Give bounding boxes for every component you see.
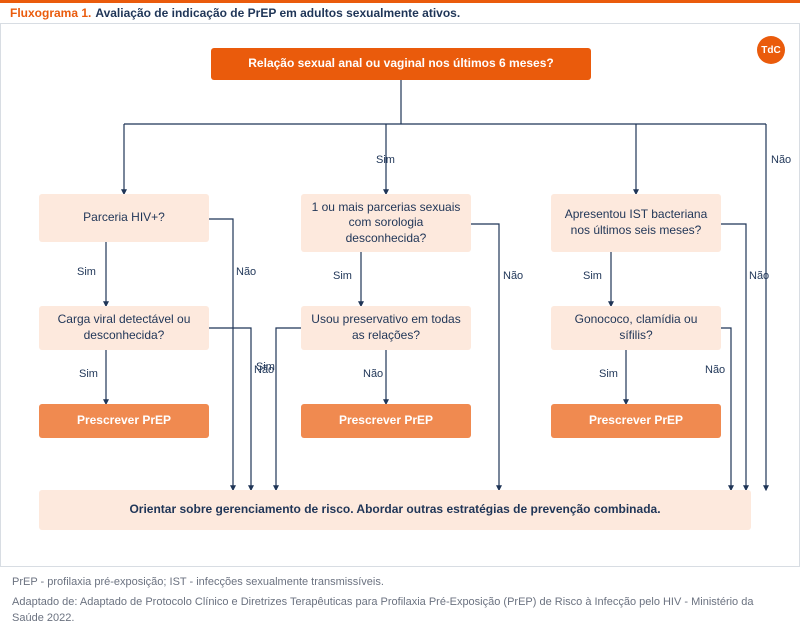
- footer-abbrev: PrEP - profilaxia pré-exposição; IST - i…: [12, 575, 788, 591]
- node-q3b: Gonococo, clamídia ou sífilis?: [551, 306, 721, 350]
- tdc-badge: TdC: [757, 36, 785, 64]
- node-q1: Parceria HIV+?: [39, 194, 209, 242]
- edge-label-sim: Sim: [256, 361, 275, 373]
- edge-label-nao: Não: [705, 364, 725, 376]
- connectors-svg: [1, 24, 800, 567]
- footer: PrEP - profilaxia pré-exposição; IST - i…: [0, 567, 800, 635]
- flowchart-canvas: TdC: [0, 24, 800, 567]
- edge-label-sim: Sim: [599, 368, 618, 380]
- node-q2b: Usou preservativo em todas as relações?: [301, 306, 471, 350]
- node-q3: Apresentou IST bacteriana nos últimos se…: [551, 194, 721, 252]
- node-root: Relação sexual anal ou vaginal nos últim…: [211, 48, 591, 80]
- header-title: Avaliação de indicação de PrEP em adulto…: [95, 6, 460, 20]
- edge-label-sim: Sim: [79, 368, 98, 380]
- edge-label-nao: Não: [363, 368, 383, 380]
- edge-label-sim: Sim: [376, 154, 395, 166]
- edge-label-sim: Sim: [77, 266, 96, 278]
- node-q2: 1 ou mais parcerias sexuais com sorologi…: [301, 194, 471, 252]
- node-q1b: Carga viral detectável ou desconhecida?: [39, 306, 209, 350]
- edge-label-nao: Não: [503, 270, 523, 282]
- node-action-3: Prescrever PrEP: [551, 404, 721, 438]
- header-number: Fluxograma 1.: [10, 6, 91, 20]
- footer-source: Adaptado de: Adaptado de Protocolo Clíni…: [12, 595, 788, 627]
- header-bar: Fluxograma 1. Avaliação de indicação de …: [0, 0, 800, 24]
- edge-label-sim: Sim: [333, 270, 352, 282]
- edge-label-nao: Não: [749, 270, 769, 282]
- edge-label-nao: Não: [236, 266, 256, 278]
- node-action-1: Prescrever PrEP: [39, 404, 209, 438]
- edge-label-nao: Não: [771, 154, 791, 166]
- node-action-2: Prescrever PrEP: [301, 404, 471, 438]
- node-final: Orientar sobre gerenciamento de risco. A…: [39, 490, 751, 530]
- edge-label-sim: Sim: [583, 270, 602, 282]
